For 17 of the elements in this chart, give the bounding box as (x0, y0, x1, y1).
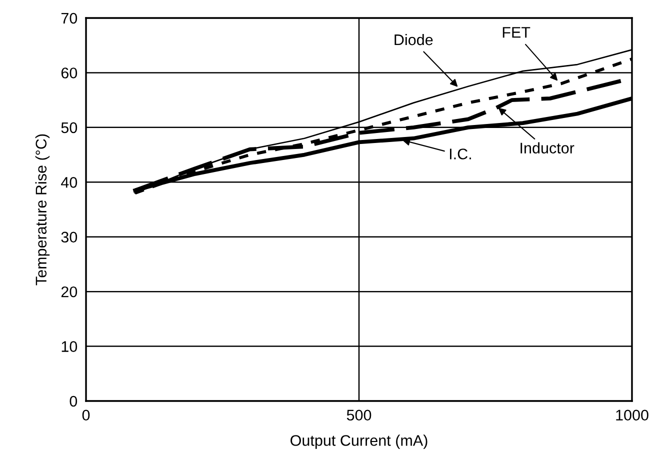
annotation: FET (502, 27, 530, 38)
y-tick-label: 40 (61, 177, 78, 188)
y-tick-label: 30 (61, 232, 78, 243)
y-tick-label: 60 (61, 68, 78, 78)
x-tick-label: 500 (346, 410, 372, 421)
annotation: I.C. (450, 148, 471, 160)
x-axis-title: Output Current (mA) (290, 434, 428, 449)
y-tick-label: 70 (61, 12, 78, 24)
x-tick-label: 0 (82, 410, 90, 421)
annotation: Diode (394, 34, 433, 46)
y-tick-label: 0 (70, 396, 78, 407)
y-axis-title: Temperature Rise (°C) (35, 134, 50, 286)
y-tick-label: 10 (62, 341, 78, 352)
y-tick-label: 50 (61, 122, 78, 134)
y-tick-label: 20 (61, 286, 78, 298)
annotation: Inductor (520, 142, 574, 154)
x-tick-label: 1000 (616, 410, 648, 421)
